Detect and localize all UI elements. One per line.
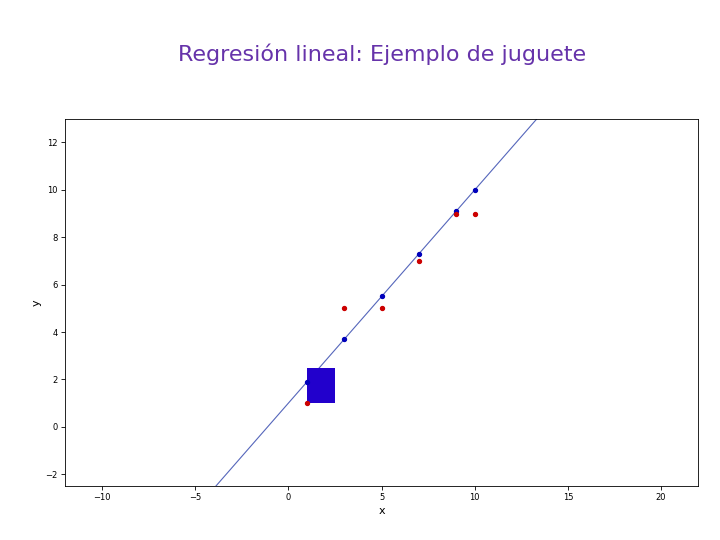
Point — [301, 399, 312, 407]
X-axis label: x: x — [378, 506, 385, 516]
Y-axis label: y: y — [32, 299, 42, 306]
Point — [338, 304, 350, 313]
Text: Regresión lineal: Ejemplo de juguete: Regresión lineal: Ejemplo de juguete — [178, 43, 585, 65]
Point — [376, 292, 387, 301]
Point — [301, 377, 312, 386]
Point — [413, 256, 425, 265]
Bar — [307, 368, 335, 403]
Point — [451, 207, 462, 215]
Point — [451, 209, 462, 218]
Point — [469, 209, 480, 218]
Point — [376, 304, 387, 313]
Point — [338, 335, 350, 343]
Point — [469, 186, 480, 194]
Point — [413, 249, 425, 258]
